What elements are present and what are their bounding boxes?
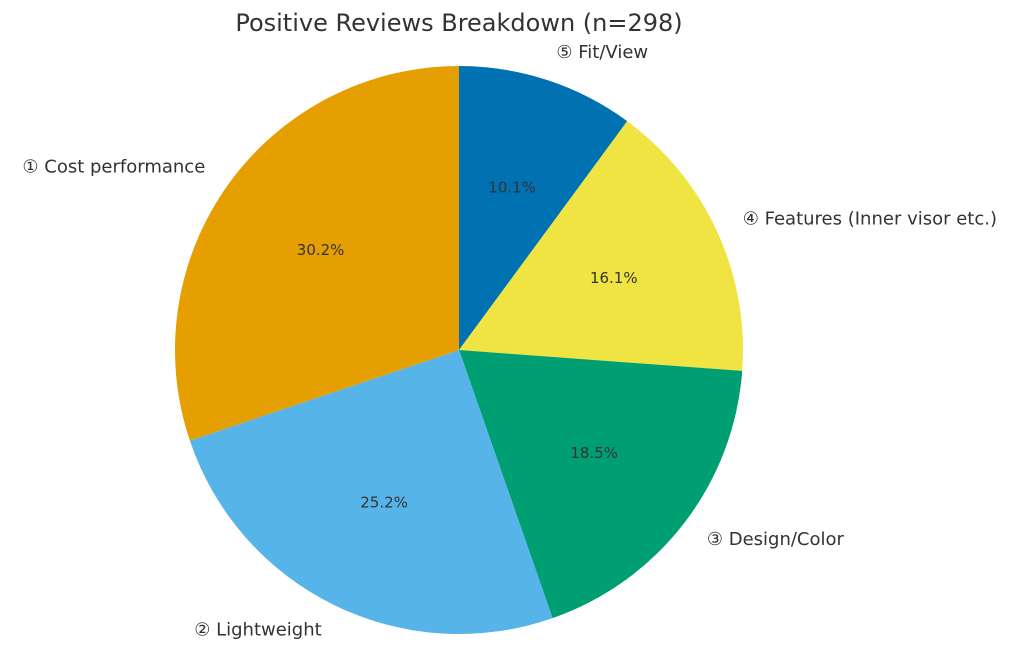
pie-slice-design-color [459,350,743,619]
slice-percent-cost-performance: 30.2% [297,241,345,259]
slice-percent-lightweight: 25.2% [360,494,408,512]
slice-percent-design-color: 18.5% [570,444,618,462]
slice-percent-fit-view: 10.1% [488,179,536,197]
pie-slice-fit-view [459,66,628,350]
pie-slice-lightweight [189,350,553,634]
chart-title: Positive Reviews Breakdown (n=298) [235,9,682,37]
slice-label-fit-view: ⑤ Fit/View [556,42,648,63]
pie-slice-features-inner-visor-etc [459,121,743,371]
slice-label-design-color: ③ Design/Color [707,529,845,550]
pie-slice-cost-performance [174,66,459,441]
slice-label-features-inner-visor-etc: ④ Features (Inner visor etc.) [743,208,997,229]
slice-label-cost-performance: ① Cost performance [22,157,205,178]
pie-labels: ⑤ Fit/View 10.1% ④ Features (Inner visor e… [22,42,997,640]
slice-percent-features-inner-visor-etc: 16.1% [590,269,638,287]
pie-slices [174,66,743,634]
slice-label-lightweight: ② Lightweight [194,620,321,641]
